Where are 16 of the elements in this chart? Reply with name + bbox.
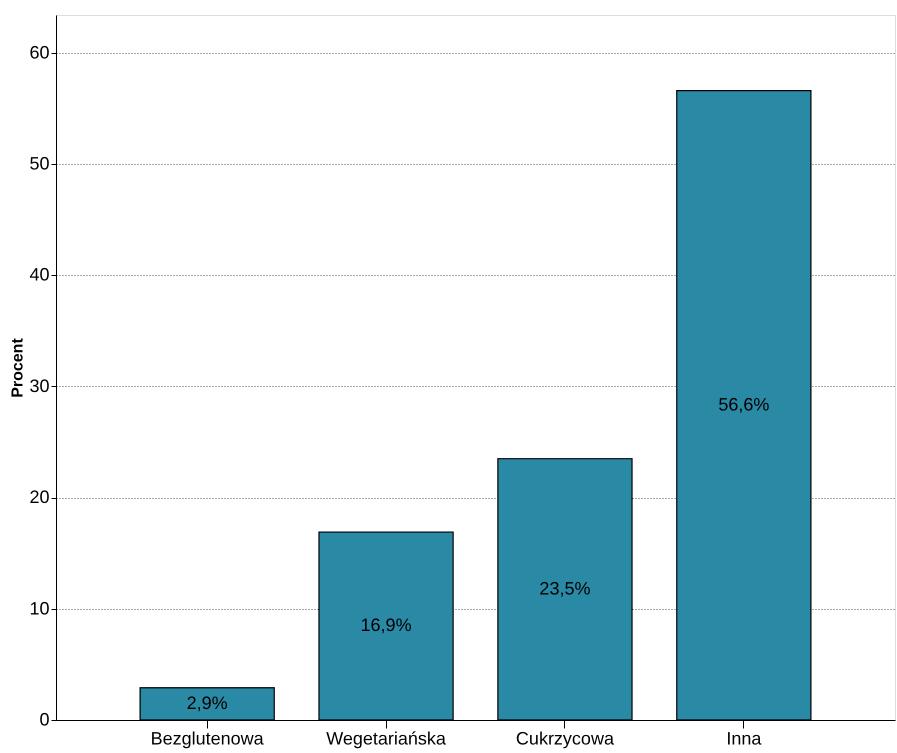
y-tick-label: 30 [29,376,50,396]
data-label: 56,6% [718,394,770,414]
y-axis-title: Procent [9,338,26,398]
y-tick-label: 60 [29,42,50,62]
data-label: 16,9% [360,615,412,636]
x-tick-label: Wegetariańska [326,728,447,748]
x-tick-label: Cukrzycowa [516,728,615,748]
x-tick-label: Bezglutenowa [150,728,265,748]
y-tick-label: 10 [29,598,50,618]
y-tick-label: 20 [29,487,50,508]
x-tick-label: Inna [726,728,762,748]
y-tick-label: 40 [29,264,50,285]
y-tick-label: 0 [39,710,50,730]
data-label: 2,9% [186,692,228,713]
y-tick-label: 50 [29,154,50,174]
data-label: 23,5% [539,578,590,598]
